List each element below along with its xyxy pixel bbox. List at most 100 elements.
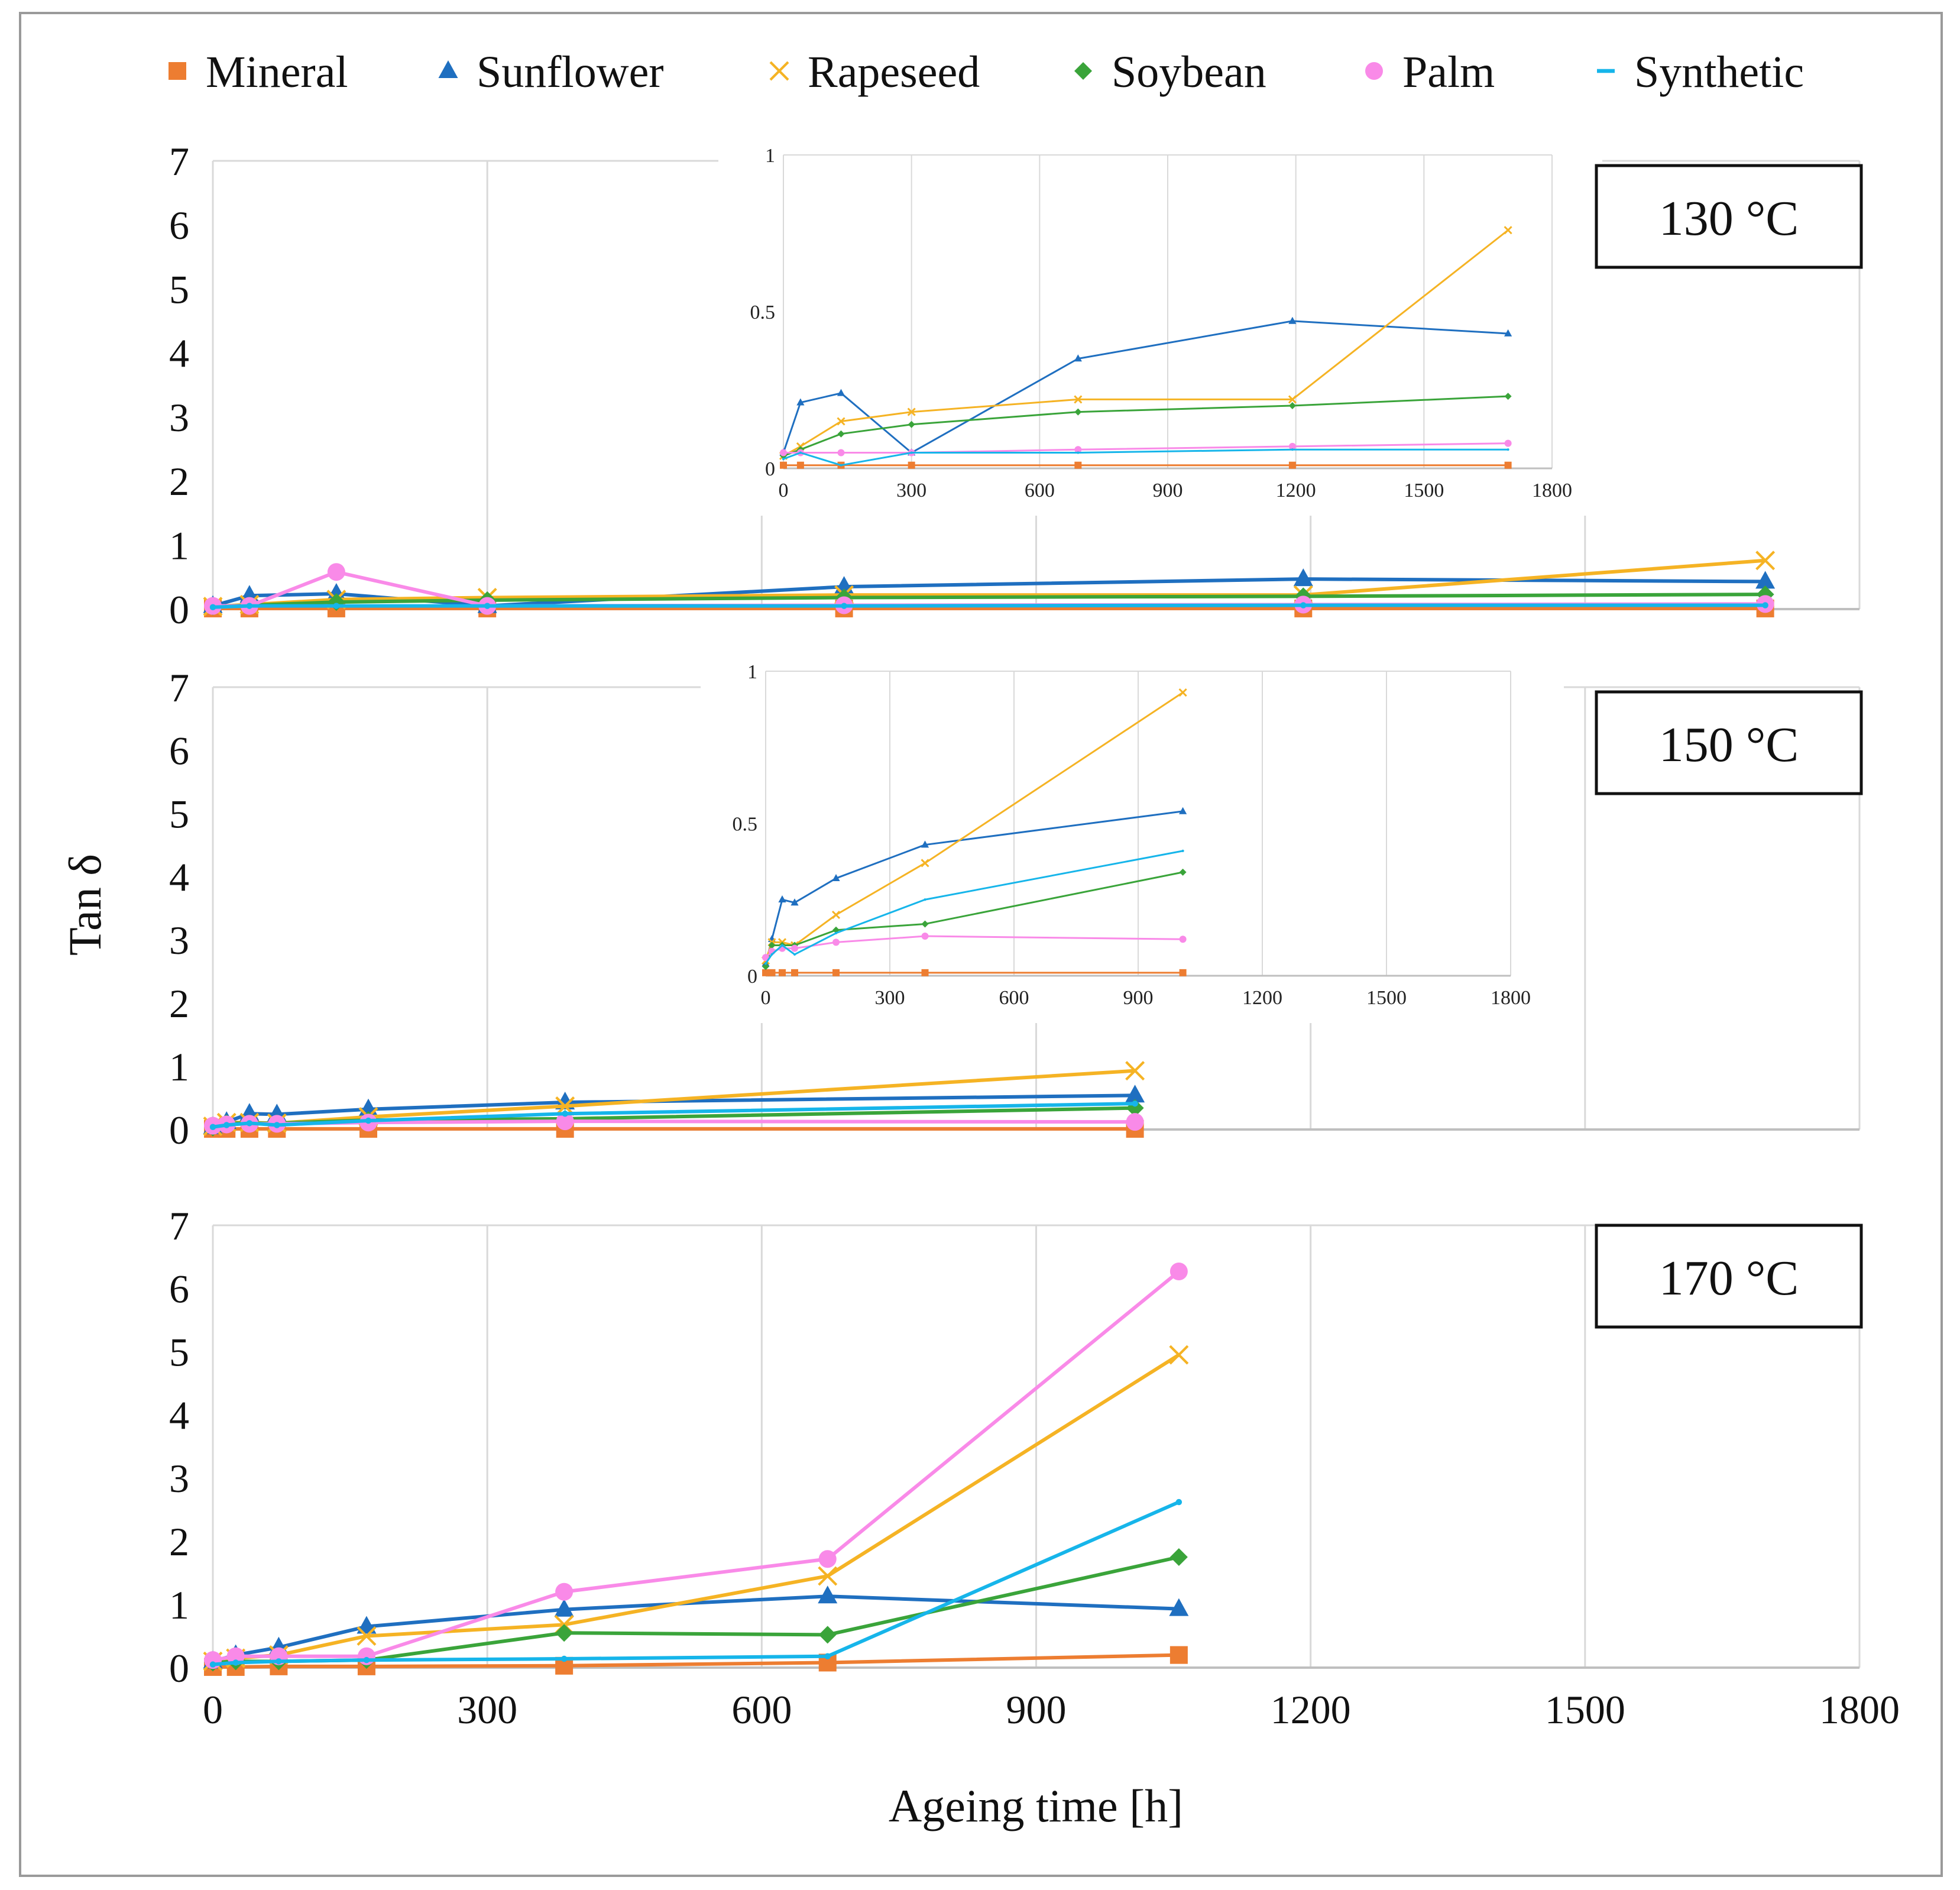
p150-point-sunflower xyxy=(1125,1085,1145,1103)
p150-inset-point-mineral xyxy=(832,969,840,976)
p130-point-synthetic xyxy=(841,603,847,609)
p170-point-mineral xyxy=(1169,1646,1188,1664)
p150-point-synthetic xyxy=(365,1117,372,1124)
p130-inset-point-synthetic xyxy=(1291,448,1294,451)
p130-point-soybean xyxy=(327,593,345,611)
p150-inset-point-synthetic xyxy=(924,898,926,901)
p150-y-tick-label: 4 xyxy=(169,855,189,899)
legend-marker-soybean xyxy=(1074,62,1092,80)
p150-inset-x-tick-label: 0 xyxy=(761,987,771,1009)
p170-point-synthetic xyxy=(209,1661,216,1668)
p130-y-tick-label: 3 xyxy=(169,395,189,440)
p130-inset-point-soybean xyxy=(837,430,845,438)
p170-x-tick-label: 1800 xyxy=(1819,1687,1900,1732)
p170-point-soybean xyxy=(818,1626,837,1644)
p130-inset-x-tick-label: 1200 xyxy=(1276,480,1316,501)
p150-inset-point-soybean xyxy=(762,963,769,970)
p130-inset-point-rapeseed xyxy=(1074,395,1083,404)
p130-inset-point-soybean xyxy=(1288,402,1296,409)
p130-point-synthetic xyxy=(333,603,340,609)
p170-y-tick-label: 6 xyxy=(169,1267,189,1312)
p130-inset-point-mineral xyxy=(1074,461,1082,469)
p170-point-rapeseed xyxy=(1169,1345,1189,1365)
p150-inset-point-sunflower xyxy=(1179,807,1187,814)
p150-inset-point-rapeseed xyxy=(831,910,841,920)
legend-marker-rapeseed xyxy=(769,61,789,81)
p150-inset-point-synthetic xyxy=(793,953,796,956)
p130-inset-point-sunflower xyxy=(1504,329,1512,336)
p170-point-sunflower xyxy=(1169,1598,1189,1616)
p150-inset-point-mineral xyxy=(779,969,786,976)
p170-y-tick-label: 1 xyxy=(169,1582,189,1627)
p150-inset-x-tick-label: 1200 xyxy=(1242,987,1282,1009)
panel-170c: 0 1 2 3 4 5 6 7 0 300 600 900 1200 1500 1800 170 °C xyxy=(169,1203,1900,1732)
p170-point-soybean xyxy=(555,1624,574,1642)
p150-y-tick-label: 7 xyxy=(169,665,189,710)
p150-inset-y-tick-label: 1 xyxy=(747,661,757,683)
p170-point-synthetic xyxy=(232,1659,239,1666)
p170-point-soybean xyxy=(1169,1548,1188,1566)
p150-inset-point-sunflower xyxy=(921,840,929,848)
p150-inset-point-mineral xyxy=(762,969,769,976)
legend-label-synthetic: Synthetic xyxy=(1634,47,1804,97)
p150-y-tick-label: 6 xyxy=(169,729,189,774)
p170-point-synthetic xyxy=(824,1653,831,1660)
p150-inset-point-palm xyxy=(762,954,769,962)
p170-y-tick-label: 2 xyxy=(169,1519,189,1564)
p130-y-tick-label: 4 xyxy=(169,331,189,376)
p150-inset-background xyxy=(701,659,1564,1023)
p130-point-rapeseed xyxy=(1755,551,1776,571)
p150-y-tick-label: 3 xyxy=(169,918,189,963)
p130-inset-point-synthetic xyxy=(910,451,913,454)
p150-inset-point-synthetic xyxy=(764,962,767,965)
p150-inset-point-soybean xyxy=(768,941,776,949)
p130-inset-point-sunflower xyxy=(837,389,845,396)
p130-inset-point-rapeseed xyxy=(837,417,845,426)
p130-inset-point-mineral xyxy=(796,461,804,469)
p170-x-tick-label: 300 xyxy=(457,1687,517,1732)
legend-marker-mineral xyxy=(169,62,186,80)
p170-point-palm xyxy=(1169,1263,1188,1281)
legend: Mineral Sunflower Rapeseed Soybean Palm Synth… xyxy=(169,47,1804,97)
p150-point-synthetic xyxy=(562,1111,568,1117)
p150-y-tick-label: 5 xyxy=(169,792,189,837)
p130-inset-point-synthetic xyxy=(1507,448,1509,451)
legend-marker-sunflower xyxy=(438,60,458,78)
temperature-label: 170 °C xyxy=(1659,1251,1799,1306)
p150-inset-point-mineral xyxy=(768,969,776,976)
p150-inset-x-tick-label: 1800 xyxy=(1491,987,1531,1009)
p170-point-palm xyxy=(555,1582,574,1601)
p150-point-palm xyxy=(556,1112,574,1131)
p170-x-tick-label: 900 xyxy=(1006,1687,1067,1732)
p150-inset-point-rapeseed xyxy=(1178,688,1187,697)
p170-point-synthetic xyxy=(561,1655,568,1662)
p130-inset-point-palm xyxy=(1288,442,1296,450)
p150-point-synthetic xyxy=(246,1120,253,1127)
p150-inset-point-synthetic xyxy=(780,944,784,947)
p170-y-tick-label: 3 xyxy=(169,1456,189,1501)
p170-y-tick-label: 0 xyxy=(169,1646,189,1691)
p130-y-tick-label: 6 xyxy=(169,203,189,248)
p150-inset-point-sunflower xyxy=(832,874,840,881)
p150-inset-point-synthetic xyxy=(1181,849,1184,852)
y-axis-title: Tan δ xyxy=(59,854,111,956)
p130-inset-point-sunflower xyxy=(1074,354,1082,362)
p150-inset-point-palm xyxy=(1179,936,1187,943)
p130-inset-x-tick-label: 900 xyxy=(1153,480,1183,501)
p130-inset-background xyxy=(718,143,1602,516)
p150-inset-point-palm xyxy=(832,938,840,946)
p150-inset-x-tick-label: 900 xyxy=(1123,987,1154,1009)
p150-point-synthetic xyxy=(209,1124,216,1130)
p130-inset-point-soybean xyxy=(1074,408,1082,416)
panel-150c: 0 1 2 3 4 5 6 7 0 0.5 1 0 300 600 900 1200 1500 1800 150 °… xyxy=(169,659,1863,1153)
p130-point-sunflower xyxy=(1293,568,1313,587)
x-axis-title: Ageing time [h] xyxy=(889,1780,1183,1831)
temperature-label-box xyxy=(1595,164,1863,269)
p130-inset-point-palm xyxy=(1074,446,1082,454)
p130-point-sunflower xyxy=(1755,571,1776,589)
p130-inset-point-palm xyxy=(1504,439,1512,447)
p170-point-sunflower xyxy=(818,1585,838,1604)
p130-point-synthetic xyxy=(484,603,491,609)
temperature-label: 130 °C xyxy=(1659,191,1799,246)
